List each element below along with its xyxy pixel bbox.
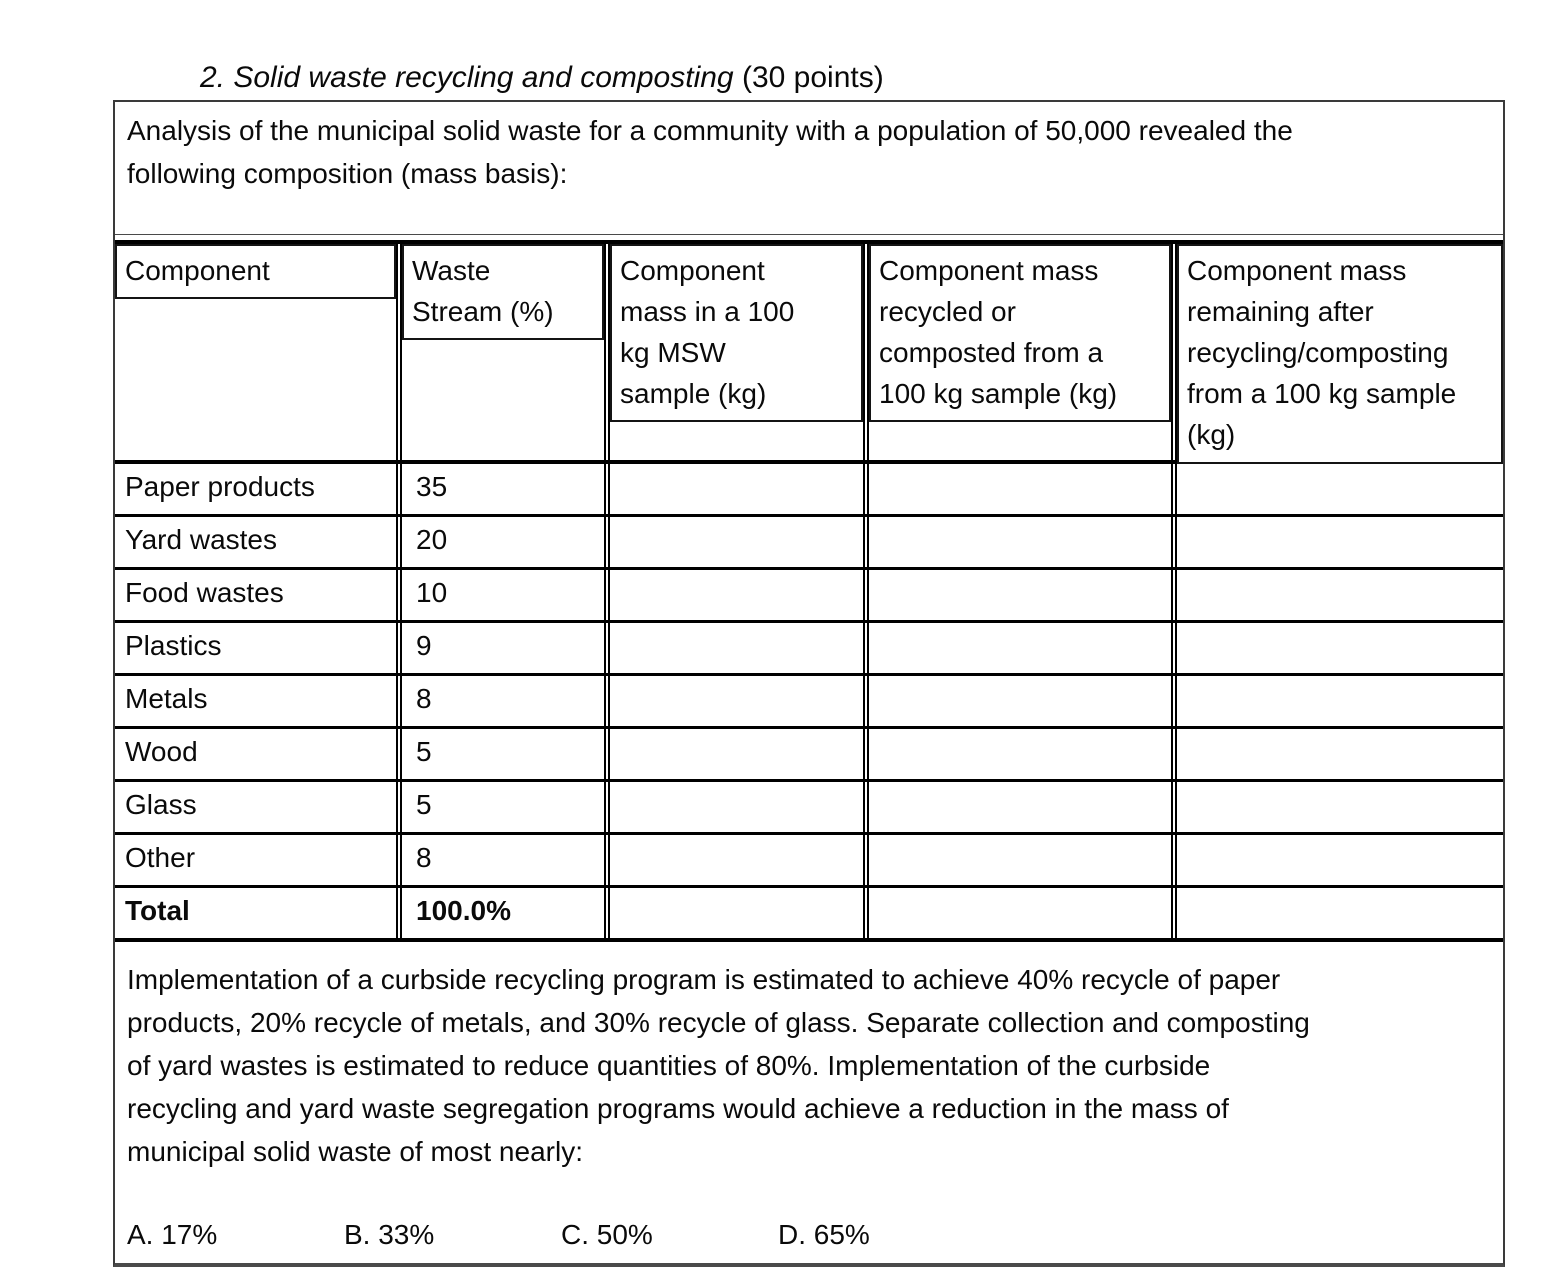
cell-mass-recycled: [863, 729, 1171, 779]
cell-mass-sample: [604, 888, 863, 938]
header-label-mass-remaining: Component mass remaining after recycling…: [1177, 244, 1503, 464]
table-row-glass: Glass 5: [115, 782, 1503, 835]
header-label-mass-sample: Component mass in a 100 kg MSW sample (k…: [610, 244, 863, 422]
cell-mass-remaining: [1171, 782, 1503, 832]
cell-mass-remaining: [1171, 835, 1503, 885]
cell-component: Plastics: [125, 630, 222, 661]
cell-mass-sample: [604, 517, 863, 567]
question-text: Implementation of a curbside recycling p…: [127, 964, 1310, 1167]
answer-choice-b: B. 33%: [344, 1219, 435, 1250]
cell-mass-remaining: [1171, 676, 1503, 726]
table-row-yard-wastes: Yard wastes 20: [115, 517, 1503, 570]
problem-title-points: (30 points): [733, 61, 884, 94]
header-label-component: Component: [115, 244, 396, 299]
header-cell-mass-remaining: Component mass remaining after recycling…: [1171, 244, 1503, 464]
table-row-total: Total 100.0%: [115, 888, 1503, 938]
cell-waste-stream: 20: [396, 517, 604, 567]
cell-mass-sample: [604, 570, 863, 620]
table-row-paper-products: Paper products 35: [115, 464, 1503, 517]
cell-mass-recycled: [863, 464, 1171, 514]
cell-waste-stream: 100.0%: [396, 888, 604, 938]
cell-component: Food wastes: [125, 577, 284, 608]
table-row-plastics: Plastics 9: [115, 623, 1503, 676]
table-row-food-wastes: Food wastes 10: [115, 570, 1503, 623]
problem-title: 2. Solid waste recycling and composting …: [200, 60, 884, 96]
header-cell-mass-recycled: Component mass recycled or composted fro…: [863, 244, 1171, 464]
cell-waste-stream: 5: [396, 729, 604, 779]
cell-mass-remaining: [1171, 517, 1503, 567]
header-label-mass-recycled: Component mass recycled or composted fro…: [869, 244, 1171, 422]
cell-waste-stream: 9: [396, 623, 604, 673]
cell-mass-remaining: [1171, 464, 1503, 514]
header-label-waste-stream: Waste Stream (%): [402, 244, 604, 340]
intro-section: Analysis of the municipal solid waste fo…: [115, 102, 1503, 235]
cell-waste-stream: 8: [396, 676, 604, 726]
cell-component: Paper products: [125, 471, 315, 502]
answer-choice-c: C. 50%: [561, 1219, 653, 1250]
cell-mass-sample: [604, 623, 863, 673]
cell-mass-remaining: [1171, 570, 1503, 620]
cell-mass-recycled: [863, 570, 1171, 620]
cell-mass-recycled: [863, 517, 1171, 567]
cell-mass-recycled: [863, 676, 1171, 726]
cell-mass-sample: [604, 729, 863, 779]
cell-component: Wood: [125, 736, 198, 767]
cell-mass-remaining: [1171, 888, 1503, 938]
cell-mass-sample: [604, 464, 863, 514]
table-header-row: Component Waste Stream (%) Component mas…: [115, 244, 1503, 464]
table-row-wood: Wood 5: [115, 729, 1503, 782]
cell-mass-remaining: [1171, 623, 1503, 673]
header-cell-component: Component: [115, 244, 396, 464]
answer-choices: A. 17% B. 33% C. 50% D. 65%: [127, 1219, 1491, 1251]
cell-mass-recycled: [863, 782, 1171, 832]
question-section: Implementation of a curbside recycling p…: [115, 942, 1503, 1251]
intro-text: Analysis of the municipal solid waste fo…: [127, 115, 1293, 189]
table-row-metals: Metals 8: [115, 676, 1503, 729]
table-row-other: Other 8: [115, 835, 1503, 888]
header-cell-waste-stream: Waste Stream (%): [396, 244, 604, 464]
cell-component: Metals: [125, 683, 208, 714]
problem-title-text: 2. Solid waste recycling and composting: [200, 61, 734, 94]
cell-mass-recycled: [863, 623, 1171, 673]
cell-waste-stream: 5: [396, 782, 604, 832]
header-cell-mass-sample: Component mass in a 100 kg MSW sample (k…: [604, 244, 863, 464]
msw-composition-table: Component Waste Stream (%) Component mas…: [115, 240, 1503, 942]
cell-component: Total: [125, 895, 190, 926]
cell-mass-sample: [604, 676, 863, 726]
cell-component: Other: [125, 842, 196, 873]
cell-mass-sample: [604, 835, 863, 885]
cell-mass-recycled: [863, 888, 1171, 938]
cell-mass-sample: [604, 782, 863, 832]
cell-mass-recycled: [863, 835, 1171, 885]
cell-mass-remaining: [1171, 729, 1503, 779]
problem-card: Analysis of the municipal solid waste fo…: [113, 100, 1505, 1267]
answer-choice-a: A. 17%: [127, 1219, 218, 1250]
cell-component: Glass: [125, 789, 197, 820]
cell-waste-stream: 35: [396, 464, 604, 514]
cell-waste-stream: 10: [396, 570, 604, 620]
cell-waste-stream: 8: [396, 835, 604, 885]
cell-component: Yard wastes: [125, 524, 277, 555]
answer-choice-d: D. 65%: [778, 1219, 870, 1250]
